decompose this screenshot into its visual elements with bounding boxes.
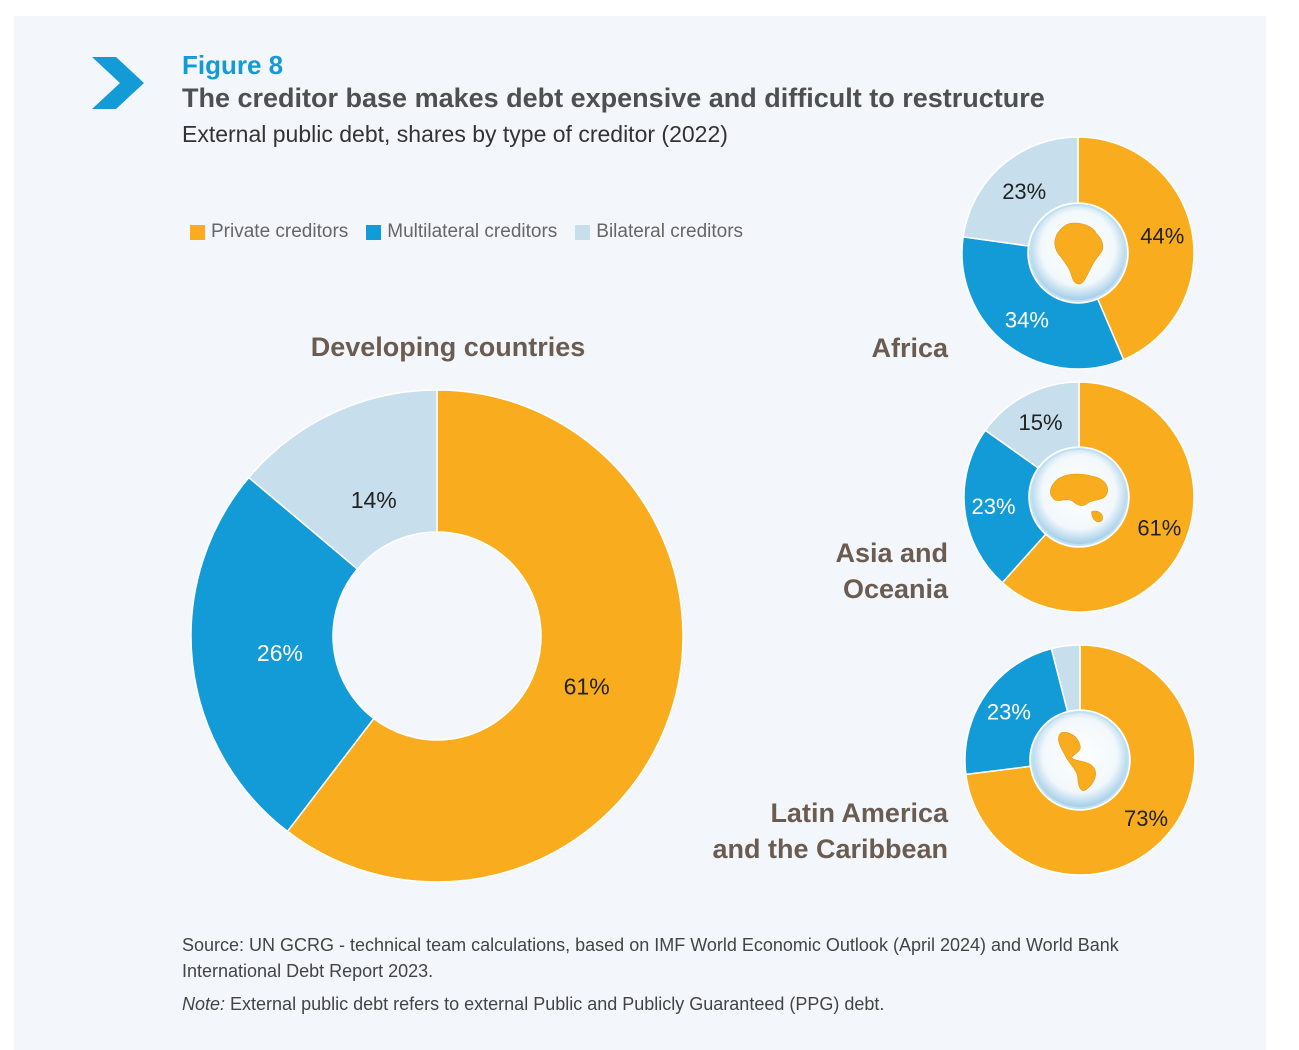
slice-multilateral (961, 235, 1125, 370)
source-note: Source: UN GCRG - technical team calcula… (182, 935, 1119, 982)
chart-legend: Private creditors Multilateral creditors… (190, 221, 743, 243)
legend-label-bilateral: Bilateral creditors (596, 221, 744, 242)
slice-bilateral (247, 389, 438, 571)
legend-swatch-private (190, 224, 205, 240)
chevron-right-icon (92, 57, 144, 109)
slice-bilateral (1050, 644, 1081, 713)
slice-label-private: 44% (1140, 223, 1184, 248)
note-text: External public debt refers to external … (225, 994, 885, 1014)
donut-chart-1: 44% 34% 23% Africa (871, 136, 1195, 370)
legend-label-multilateral: Multilateral creditors (387, 221, 558, 242)
legend-item-private: Private creditors (190, 221, 348, 243)
slice-private (965, 644, 1196, 876)
slice-label-bilateral: 14% (351, 487, 397, 513)
slice-bilateral (962, 136, 1079, 247)
figure-label: Figure 8 (182, 50, 284, 80)
slice-label-bilateral: 15% (1018, 410, 1062, 435)
legend-label-private: Private creditors (211, 221, 349, 242)
legend-swatch-bilateral (575, 224, 591, 240)
donut-chart-3: 73% 23% Latin America and the Caribbean (712, 644, 1196, 876)
donut-chart-0: 61% 26% 14% Developing countries (190, 332, 684, 883)
slice-private (1001, 381, 1195, 613)
slice-label-private: 61% (1137, 515, 1181, 540)
legend-swatch-multilateral (366, 224, 382, 240)
slice-private (1077, 136, 1195, 361)
slice-label-multilateral: 34% (1005, 307, 1049, 332)
slice-bilateral (984, 381, 1080, 470)
slice-label-private: 73% (1124, 806, 1168, 831)
slice-label-private: 61% (564, 674, 610, 700)
chart-title-3: Latin America (770, 798, 949, 828)
legend-item-bilateral: Bilateral creditors (575, 221, 743, 243)
slice-private (286, 389, 684, 883)
donut-chart-2: 61% 23% 15% Asia and Oceania (835, 381, 1195, 613)
slice-label-bilateral: 23% (1002, 179, 1046, 204)
chart-title-3: and the Caribbean (712, 834, 948, 864)
globe-icon (1030, 448, 1128, 546)
note-label: Note: (182, 994, 226, 1014)
slice-multilateral (190, 476, 375, 833)
figure-subtitle: External public debt, shares by type of … (182, 121, 728, 147)
legend-item-multilateral: Multilateral creditors (366, 221, 557, 243)
note: Note: External public debt refers to ext… (182, 994, 884, 1015)
globe-icon (1031, 711, 1129, 809)
slice-multilateral (963, 429, 1047, 584)
chart-title-2: Oceania (843, 574, 949, 604)
slice-label-multilateral: 26% (257, 640, 303, 666)
slice-label-multilateral: 23% (987, 699, 1031, 724)
slice-multilateral (964, 647, 1069, 776)
slice-label-multilateral: 23% (972, 494, 1016, 519)
chart-title-1: Africa (871, 333, 949, 363)
globe-icon (1029, 204, 1127, 302)
chart-title-2: Asia and (835, 538, 948, 568)
figure-title: The creditor base makes debt expensive a… (182, 83, 1045, 113)
chart-title-0: Developing countries (311, 332, 586, 362)
